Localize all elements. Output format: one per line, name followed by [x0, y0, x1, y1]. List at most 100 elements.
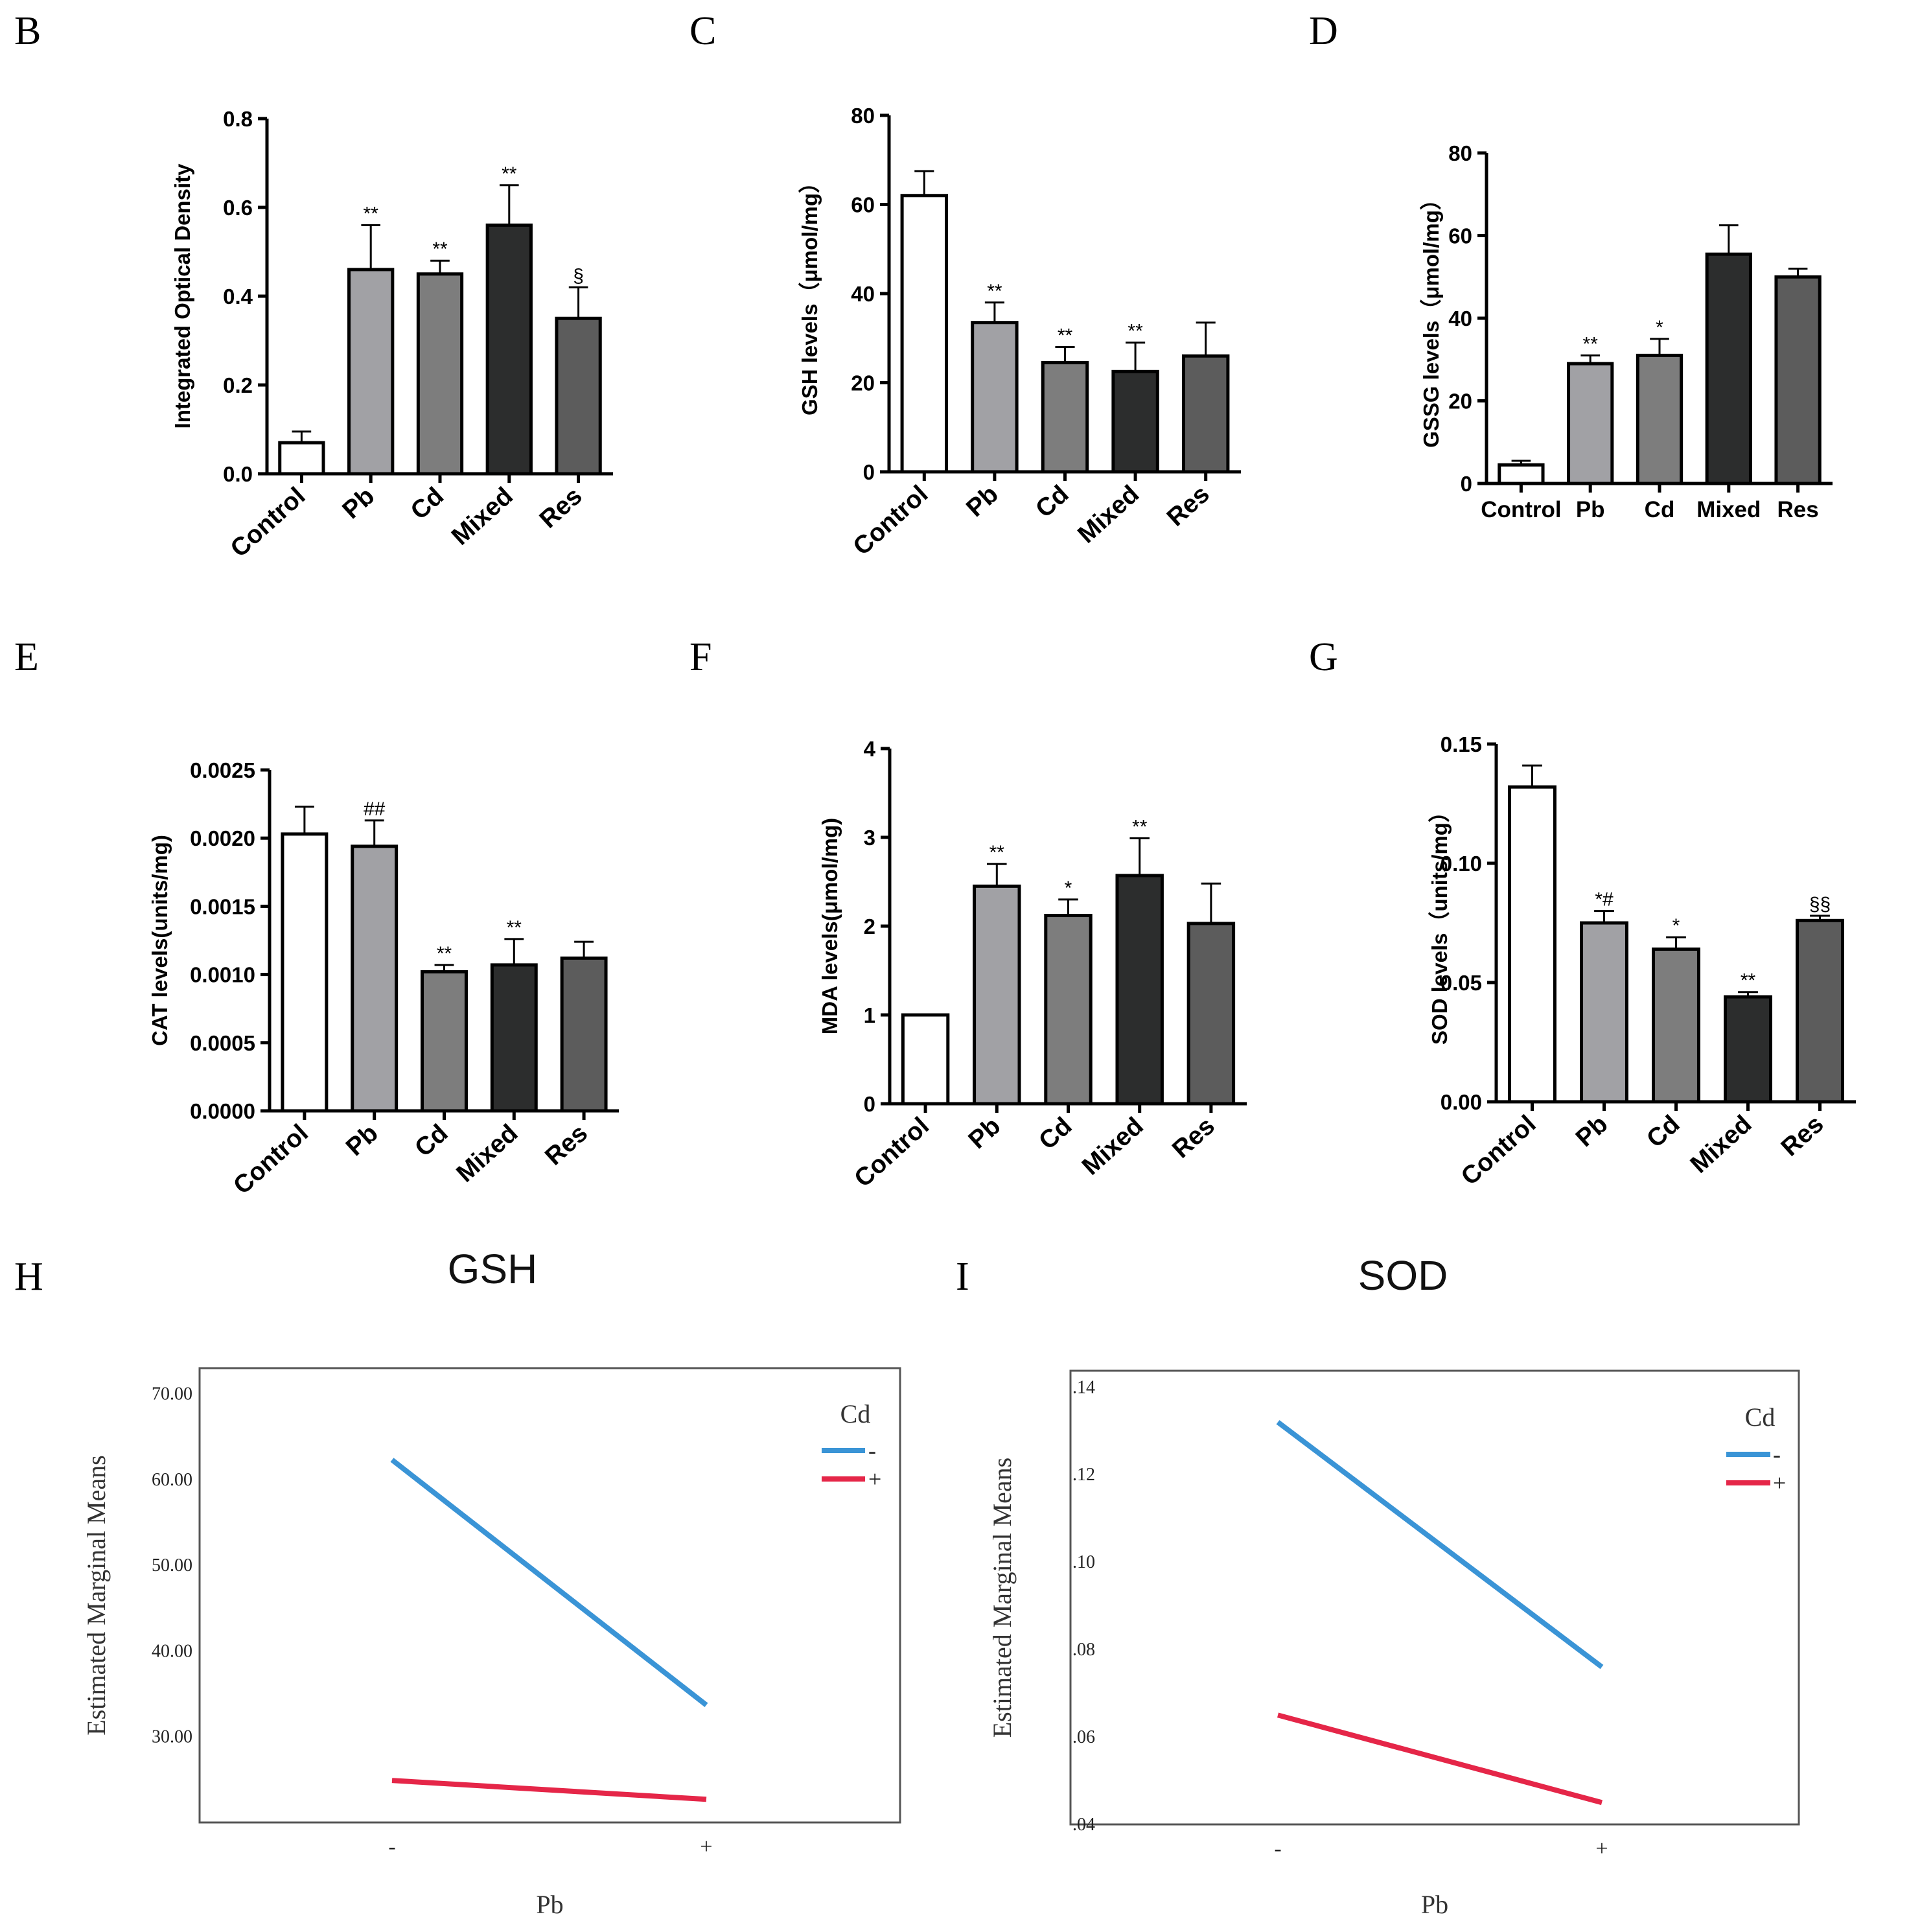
y-tick-label: 0.0010: [190, 963, 255, 987]
series-line-cd-present: [391, 1778, 707, 1802]
significance-mark: §§: [1809, 894, 1831, 915]
y-tick-label: 50.00: [152, 1555, 192, 1576]
bar-mixed: [1724, 995, 1772, 1104]
significance-mark: *: [1672, 915, 1680, 937]
bar-control: [900, 194, 949, 474]
x-tick-label: Pb: [1576, 497, 1605, 522]
y-axis-label: GSSG levels（μmol/mg）: [1419, 189, 1443, 448]
plot-frame: [1069, 1369, 1800, 1826]
bar-res: [1181, 354, 1230, 474]
y-tick-label: 0.0000: [190, 1099, 255, 1123]
x-tick-label: Pb: [337, 482, 380, 524]
y-tick-label: 3: [864, 826, 875, 850]
bar-mixed: [1705, 252, 1752, 485]
y-tick-label: 0.8: [223, 107, 253, 131]
x-axis-label: Pb: [1421, 1890, 1448, 1919]
bar-cd: [421, 970, 468, 1113]
significance-mark: **: [432, 239, 448, 260]
significance-mark: **: [437, 943, 452, 964]
significance-mark: **: [364, 203, 379, 224]
y-tick-label: 2: [864, 914, 875, 938]
y-tick-label: 0.10: [1440, 852, 1482, 876]
y-tick-label: 1: [864, 1003, 875, 1027]
x-axis-label: Pb: [536, 1890, 563, 1919]
x-tick-label: Cd: [410, 1119, 453, 1163]
y-tick-label: 20: [851, 371, 875, 395]
y-tick-label: 0.6: [223, 196, 253, 220]
y-tick-label: 60.00: [152, 1470, 192, 1490]
x-tick-label: Res: [1776, 1110, 1829, 1162]
panel-f: F 0 1 2 3 4 MDA levels(μmol/mg) Control ** Pb * Cd *…: [689, 635, 1247, 1193]
bar-pb: [347, 268, 395, 476]
significance-mark: **: [987, 281, 1002, 302]
panel-b: B 0.0 0.2 0.4 0.6 0.8 Integrated Optical Densi…: [14, 9, 613, 563]
significance-mark: §: [573, 265, 584, 286]
x-tick-label: Mixed: [446, 482, 518, 551]
significance-mark: *#: [1595, 889, 1614, 911]
x-tick-label: Control: [1456, 1110, 1542, 1191]
bar-control: [278, 441, 325, 476]
y-tick-label: 40: [851, 282, 875, 306]
significance-mark: *: [1065, 878, 1072, 899]
y-tick-label: 0.0005: [190, 1031, 255, 1055]
bar-cd: [1044, 914, 1093, 1106]
y-axis-label: Integrated Optical Density: [170, 163, 194, 429]
x-tick-label: Cd: [1034, 1112, 1077, 1156]
y-tick-label: 4: [864, 737, 876, 761]
bar-pb: [971, 321, 1019, 474]
bar-cd: [1041, 361, 1089, 474]
significance-mark: **: [507, 917, 522, 938]
x-tick-label: Control: [1481, 497, 1561, 522]
x-tick-label: Mixed: [1077, 1112, 1149, 1181]
y-tick-label: 60: [851, 193, 875, 217]
y-tick-label: 60: [1448, 224, 1472, 248]
x-tick-label: Mixed: [451, 1119, 523, 1188]
bar-mixed: [1111, 369, 1159, 474]
panel-label: B: [14, 9, 41, 53]
x-tick-label: Pb: [1571, 1110, 1614, 1152]
bar-control: [1498, 463, 1545, 485]
y-axis-label: Estimated Marginal Means: [82, 1455, 111, 1736]
bar-mixed: [1115, 874, 1164, 1106]
y-axis-label: GSH levels（μmol/mg）: [798, 172, 822, 415]
chart-title: GSH: [448, 1246, 538, 1292]
y-tick-label: 0.0: [223, 462, 253, 486]
series-line-cd-absent: [390, 1458, 708, 1707]
y-tick-label: 0: [1461, 472, 1472, 496]
panel-label: D: [1309, 9, 1338, 53]
panel-label: G: [1309, 635, 1338, 679]
bar-control: [901, 1013, 950, 1106]
bar-pb: [973, 884, 1021, 1106]
y-tick-label: .06: [1072, 1727, 1095, 1747]
panel-label: C: [689, 9, 716, 53]
y-tick-label: 70.00: [152, 1384, 192, 1404]
y-tick-label: 80: [851, 104, 875, 128]
x-tick-label: -: [388, 1835, 395, 1859]
x-tick-label: -: [1274, 1837, 1281, 1861]
y-tick-label: 20: [1448, 390, 1472, 413]
y-tick-label: 0.2: [223, 373, 253, 397]
y-tick-label: 30.00: [152, 1727, 192, 1747]
significance-mark: **: [502, 163, 517, 185]
bar-res: [555, 316, 602, 476]
x-tick-label: Control: [848, 480, 934, 561]
legend-label: -: [868, 1437, 876, 1463]
significance-mark: **: [1128, 321, 1143, 342]
legend-label: -: [1773, 1441, 1781, 1467]
y-tick-label: 40: [1448, 307, 1472, 331]
y-tick-label: 0.00: [1440, 1090, 1482, 1114]
x-tick-label: Mixed: [1685, 1110, 1757, 1179]
series-line-cd-present: [1277, 1712, 1603, 1806]
significance-mark: *: [1656, 317, 1663, 338]
significance-mark: **: [1583, 333, 1599, 355]
x-tick-label: Cd: [1641, 1110, 1685, 1154]
bar-mixed: [490, 963, 538, 1113]
panel-e: E 0.0000 0.0005 0.0010 0.0015 0.0020 0.0025 CAT…: [14, 635, 619, 1200]
bar-control: [281, 832, 329, 1113]
bar-cd: [1636, 353, 1683, 485]
y-tick-label: .04: [1072, 1815, 1095, 1835]
bar-res: [560, 956, 608, 1113]
bar-pb: [1580, 921, 1628, 1104]
panel-label: H: [14, 1255, 43, 1299]
